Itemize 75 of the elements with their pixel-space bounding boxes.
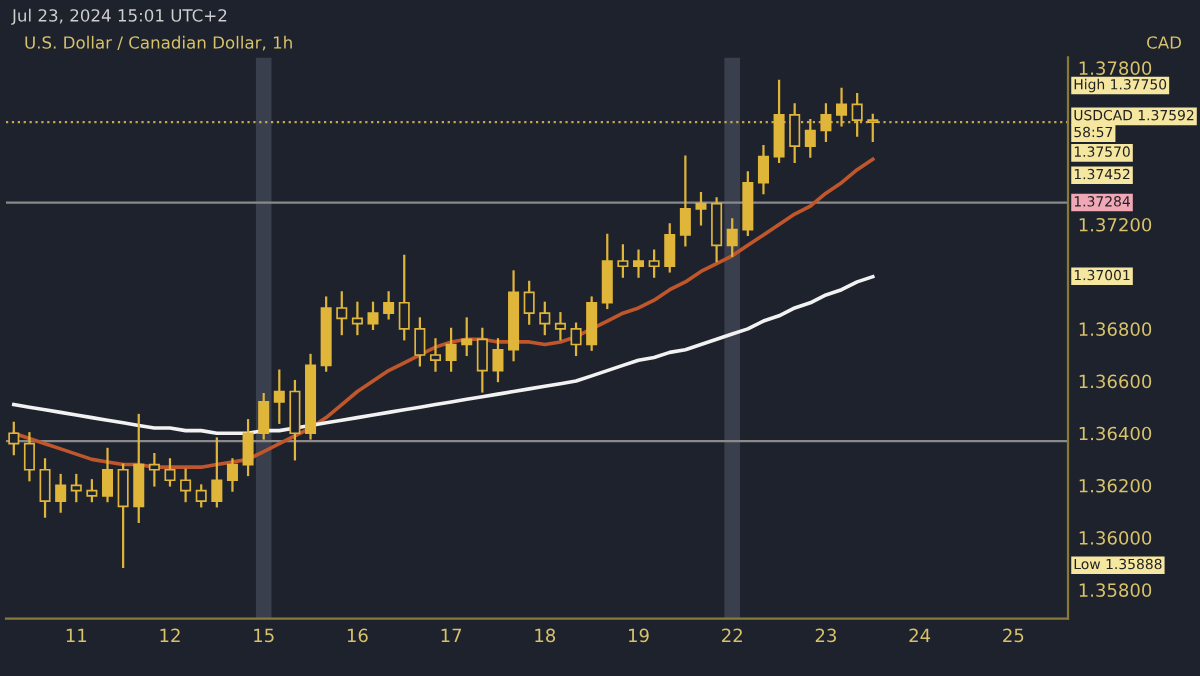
candlestick xyxy=(679,155,691,247)
y-tick-label: 1.36400 xyxy=(1079,426,1152,441)
candlestick xyxy=(55,473,67,513)
y-tick-label: 1.36000 xyxy=(1079,531,1152,545)
candlestick xyxy=(632,249,645,278)
x-tick-label: 23 xyxy=(815,628,836,643)
x-tick-label: 15 xyxy=(254,628,274,643)
x-tick-label: 12 xyxy=(160,628,180,642)
candlestick xyxy=(757,145,769,195)
candlestick xyxy=(773,79,785,163)
candlestick xyxy=(101,447,114,503)
x-tick-label: 11 xyxy=(66,628,87,642)
candlestick xyxy=(117,463,129,568)
candlestick xyxy=(383,291,395,320)
x-tick-label: 17 xyxy=(441,628,462,642)
x-tick-label: 24 xyxy=(909,628,931,642)
candlestick xyxy=(445,327,457,372)
x-tick-label: 18 xyxy=(535,628,556,643)
x-tick-label: 25 xyxy=(1003,628,1024,643)
candlestick xyxy=(554,312,566,341)
candlestick xyxy=(476,327,488,393)
y-tick-label: 1.36600 xyxy=(1079,374,1152,389)
candlestick xyxy=(429,338,442,372)
candlestick xyxy=(586,296,598,351)
x-tick-label: 22 xyxy=(722,628,742,642)
candlestick xyxy=(336,291,348,336)
candlestick xyxy=(726,218,738,257)
candlestick xyxy=(414,317,426,367)
y-tick-label: 1.36200 xyxy=(1079,478,1152,493)
candlestick xyxy=(539,301,551,336)
candlestick xyxy=(664,223,676,273)
candlestick xyxy=(695,192,707,226)
candlestick xyxy=(492,338,504,383)
candlestick xyxy=(867,113,879,143)
candlestick xyxy=(211,437,223,508)
candlestick xyxy=(789,103,801,163)
chart-subtitle: Jul 23, 2024 15:01 UTC+2 xyxy=(11,8,227,25)
candlestick xyxy=(820,103,832,143)
candlestick xyxy=(86,479,98,503)
candlestick xyxy=(226,458,238,492)
y-tick-label: 1.35800 xyxy=(1079,583,1152,597)
candlestick xyxy=(23,432,35,482)
y-axis-title: CAD xyxy=(1147,36,1182,49)
x-tick-label: 19 xyxy=(629,628,649,643)
candlestick xyxy=(648,249,660,278)
candlestick xyxy=(273,369,285,424)
candlestick xyxy=(289,379,301,461)
candlestick xyxy=(617,244,629,278)
candlestick xyxy=(804,118,816,158)
candlestick xyxy=(195,484,207,508)
candlestick xyxy=(242,419,254,477)
y-tick-label: 1.36800 xyxy=(1079,322,1152,336)
x-tick-label: 16 xyxy=(347,628,368,643)
candlestick xyxy=(836,87,848,127)
candlestick xyxy=(258,393,270,440)
candlestick xyxy=(351,301,363,336)
y-tick-label: 1.37200 xyxy=(1079,217,1152,232)
candlestick xyxy=(8,421,20,456)
candlestick xyxy=(180,468,192,503)
candlestick xyxy=(367,301,379,330)
candlestick xyxy=(133,413,145,524)
chart-title: U.S. Dollar / Canadian Dollar, 1h xyxy=(25,35,292,51)
candlestick xyxy=(711,197,723,263)
candlestick xyxy=(398,254,410,341)
candlestick xyxy=(164,458,176,487)
candlestick xyxy=(70,473,82,503)
y-tick-label: 1.37800 xyxy=(1079,61,1152,76)
candlestick xyxy=(39,458,51,518)
candlestick xyxy=(523,280,535,325)
candlestick xyxy=(742,171,754,237)
candlestick xyxy=(851,92,863,137)
candlestick xyxy=(601,233,613,310)
candlestick xyxy=(461,317,473,357)
candlestick xyxy=(148,453,160,487)
candlestick xyxy=(570,322,582,357)
